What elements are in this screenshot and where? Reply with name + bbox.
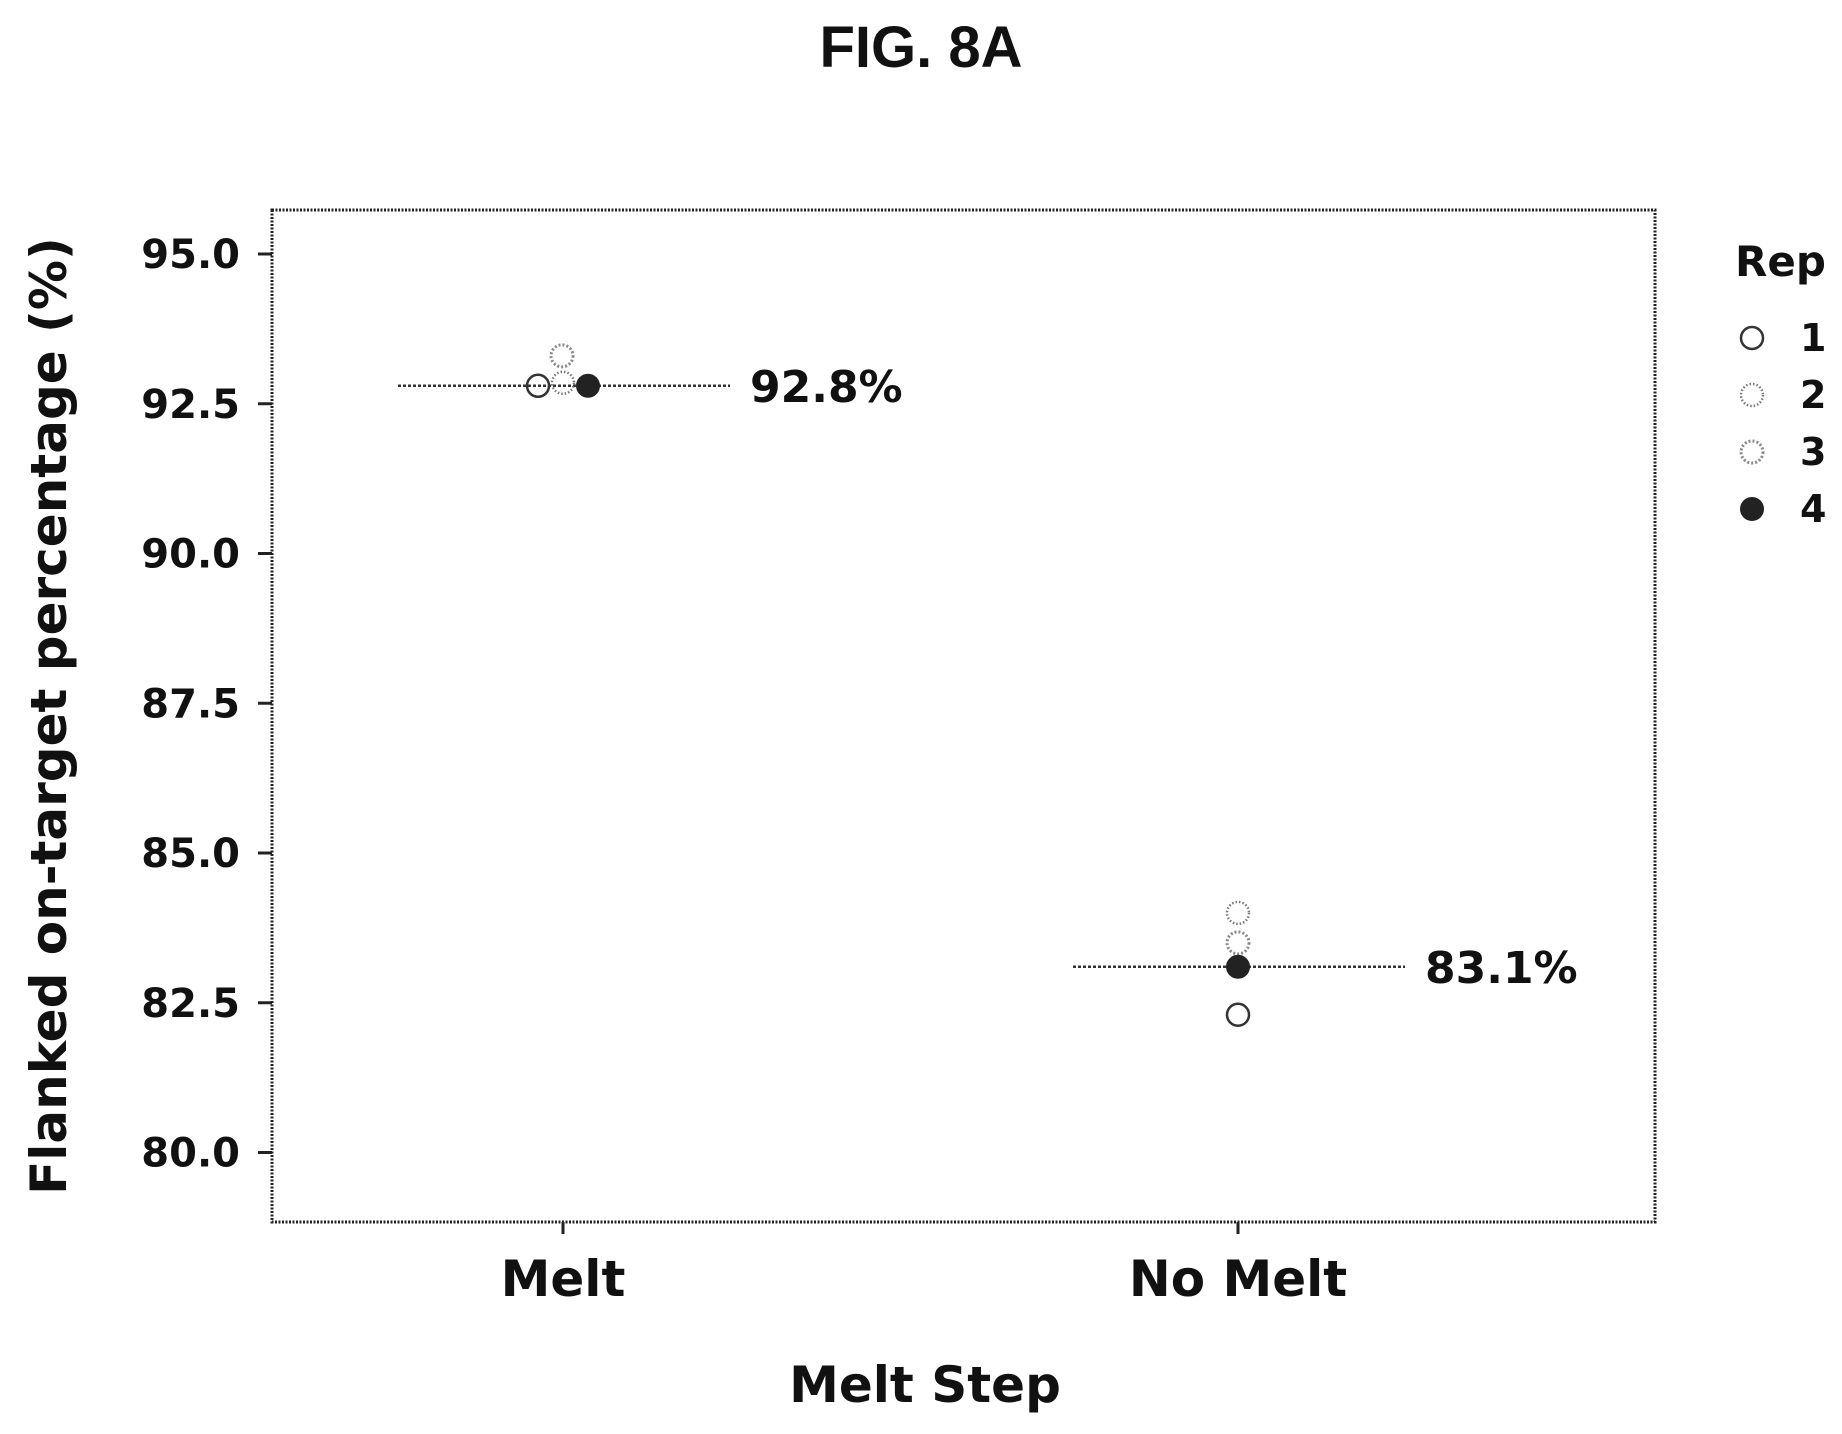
x-axis: Melt No Melt — [501, 1222, 1347, 1308]
y-tick-label: 80.0 — [141, 1131, 240, 1177]
legend-marker — [1739, 382, 1765, 408]
legend-marker — [1739, 439, 1765, 465]
legend-label: 2 — [1800, 373, 1826, 417]
mean-label: 83.1% — [1425, 943, 1578, 994]
data-points — [525, 343, 1251, 1027]
y-tick-label: 90.0 — [141, 532, 240, 578]
legend-label: 4 — [1800, 487, 1826, 531]
legend-title: Rep — [1735, 237, 1826, 286]
data-point-rep-3 — [1225, 930, 1251, 956]
y-tick-label: 82.5 — [141, 981, 240, 1027]
data-point-rep-4 — [1226, 954, 1250, 979]
y-tick-label: 95.0 — [141, 232, 240, 278]
legend-label: 1 — [1800, 316, 1826, 360]
legend: Rep 1 2 3 4 — [1735, 237, 1826, 531]
y-tick-label: 87.5 — [141, 681, 240, 727]
figure-title: FIG. 8A — [819, 15, 1023, 80]
mean-label: 92.8% — [750, 362, 903, 413]
legend-marker — [1739, 325, 1765, 351]
data-point-rep-1 — [1225, 1002, 1251, 1027]
legend-label: 3 — [1800, 430, 1826, 474]
x-tick-label: No Melt — [1129, 1250, 1347, 1308]
plot-area-frame — [270, 208, 1657, 1224]
data-point-rep-2 — [1225, 900, 1251, 926]
legend-marker — [1740, 497, 1764, 521]
data-point-rep-2 — [550, 370, 576, 396]
y-axis: 95.0 92.5 90.0 87.5 85.0 82.5 80.0 — [141, 232, 272, 1177]
data-point-rep-1 — [525, 373, 551, 399]
data-point-rep-3 — [549, 343, 575, 369]
mean-lines: 92.8% 83.1% — [398, 362, 1578, 994]
y-tick-label: 92.5 — [141, 382, 240, 428]
x-tick-label: Melt — [501, 1250, 626, 1308]
x-axis-title: Melt Step — [789, 1356, 1061, 1414]
y-tick-label: 85.0 — [141, 831, 240, 877]
data-point-rep-4 — [576, 373, 600, 398]
y-axis-title: Flanked on-target percentage (%) — [20, 237, 78, 1195]
